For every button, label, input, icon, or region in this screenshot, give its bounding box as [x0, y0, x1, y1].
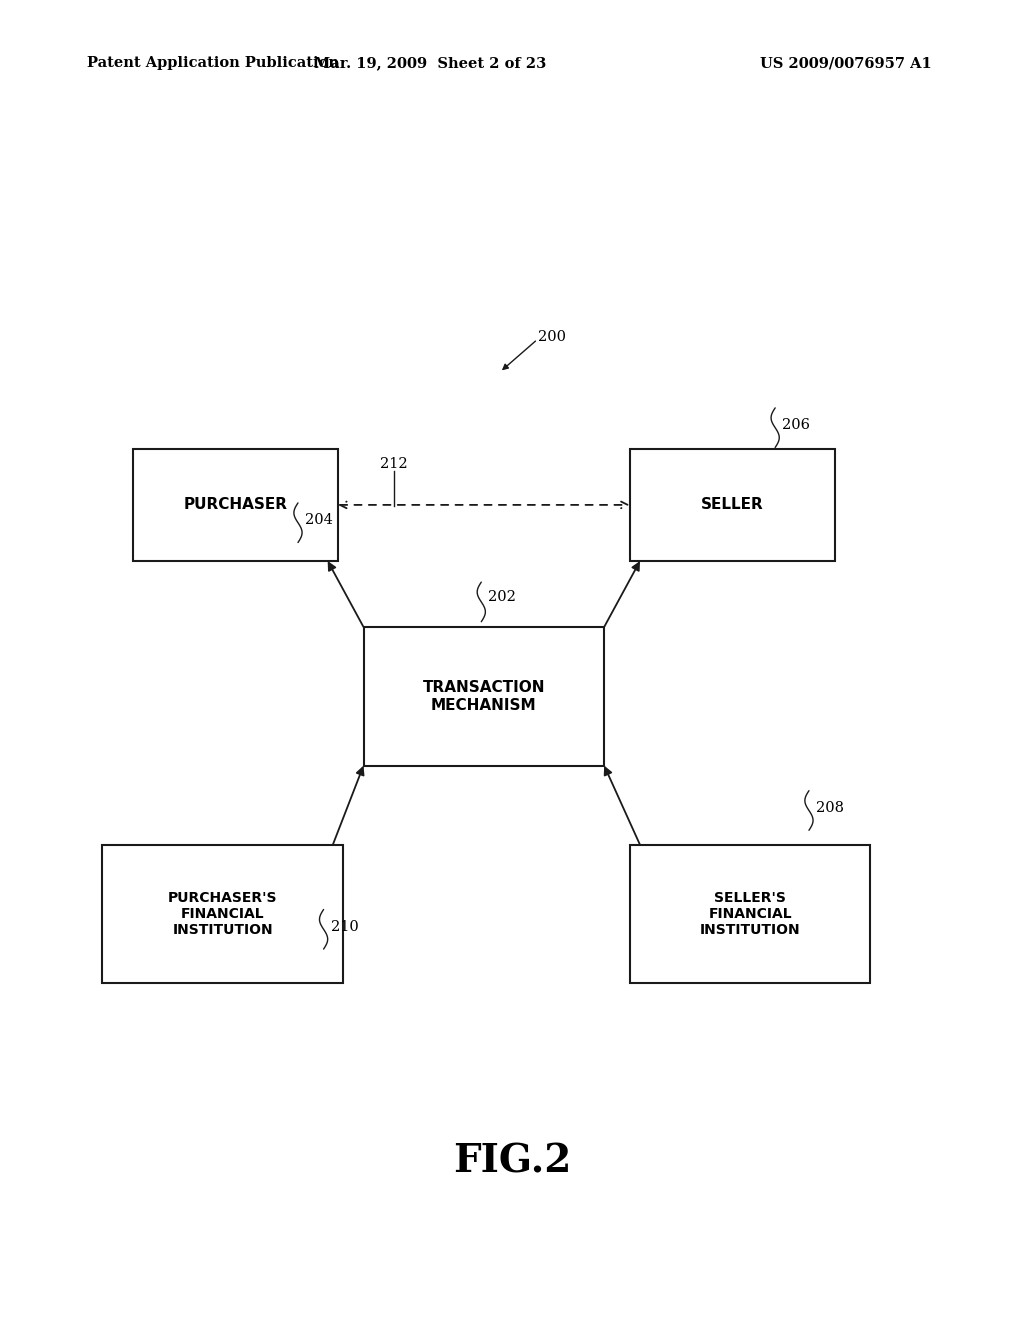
Text: TRANSACTION
MECHANISM: TRANSACTION MECHANISM	[423, 680, 545, 713]
Bar	[630, 449, 835, 561]
Text: FIG.2: FIG.2	[453, 1143, 571, 1180]
Text: 212: 212	[381, 457, 408, 471]
Text: 202: 202	[488, 590, 516, 603]
Text: SELLER'S
FINANCIAL
INSTITUTION: SELLER'S FINANCIAL INSTITUTION	[699, 891, 801, 937]
Text: 208: 208	[816, 801, 844, 814]
Text: US 2009/0076957 A1: US 2009/0076957 A1	[760, 57, 932, 70]
Text: PURCHASER'S
FINANCIAL
INSTITUTION: PURCHASER'S FINANCIAL INSTITUTION	[168, 891, 278, 937]
Text: SELLER: SELLER	[700, 498, 764, 512]
Text: 206: 206	[782, 418, 810, 432]
Text: 204: 204	[305, 513, 333, 527]
Bar	[102, 845, 343, 983]
Text: Patent Application Publication: Patent Application Publication	[87, 57, 339, 70]
Text: 210: 210	[331, 920, 358, 933]
Bar	[630, 845, 870, 983]
Bar	[133, 449, 338, 561]
Bar	[364, 627, 604, 766]
Text: Mar. 19, 2009  Sheet 2 of 23: Mar. 19, 2009 Sheet 2 of 23	[314, 57, 546, 70]
Text: 200: 200	[538, 330, 565, 343]
Text: PURCHASER: PURCHASER	[183, 498, 288, 512]
